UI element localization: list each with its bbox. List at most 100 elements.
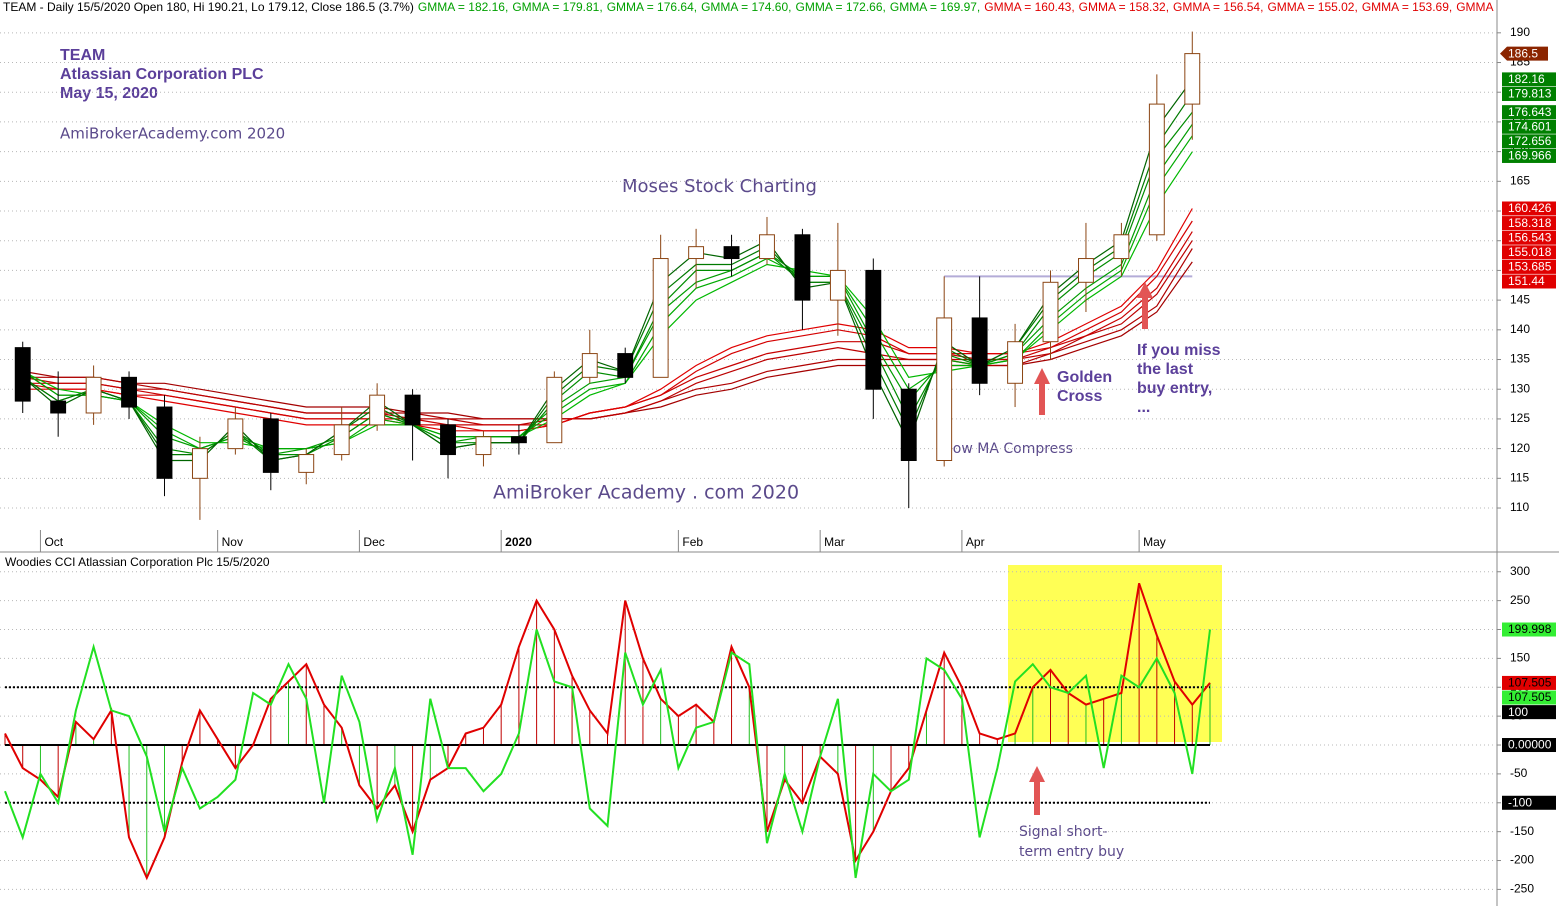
value-box-label: 182.16 — [1508, 72, 1545, 86]
candle-body — [1007, 341, 1024, 384]
candle-body — [688, 246, 705, 260]
cci-line — [4, 629, 1211, 879]
y-tick-label: 120 — [1510, 441, 1530, 455]
value-box-label: 153.685 — [1508, 260, 1552, 274]
header-item: GMMA = 176.64, — [607, 0, 697, 14]
candle-body — [900, 388, 917, 462]
candle-body — [546, 376, 563, 444]
cci-line — [4, 582, 1211, 881]
y-tick-label: 145 — [1510, 292, 1530, 306]
value-box — [1502, 675, 1556, 690]
value-box-label: 156.543 — [1508, 230, 1552, 244]
value-box-label: 199.998 — [1508, 622, 1552, 636]
header-item: GMMA = 155.02, — [1267, 0, 1357, 14]
value-box-label: 100 — [1508, 705, 1528, 719]
gmma-line — [22, 208, 1193, 432]
candle-body — [1078, 258, 1094, 283]
x-tick-label: Mar — [824, 535, 845, 549]
y-tick-label: -250 — [1510, 882, 1534, 896]
candle-body — [829, 269, 846, 301]
candle-body — [156, 406, 173, 479]
candle-body — [85, 376, 102, 414]
watermark: AmiBrokerAcademy.com 2020 — [60, 125, 285, 143]
header-item: GMMA = 156.54, — [1173, 0, 1263, 14]
candle-body — [865, 269, 882, 390]
annotation: the last — [1137, 361, 1194, 378]
panel-title: Woodies CCI Atlassian Corporation Plc 15… — [5, 555, 270, 569]
value-box — [1502, 705, 1556, 720]
annotation: Cross — [1057, 388, 1102, 405]
candle-body — [262, 418, 279, 473]
candle-body — [440, 424, 456, 456]
x-tick-label: Nov — [222, 535, 243, 549]
annotation: buy entry, — [1137, 380, 1212, 397]
header-item: TEAM - Daily 15/5/2020 Open 180, Hi 190.… — [3, 0, 414, 14]
candle-body — [759, 234, 775, 260]
header-item: GMMA = 179.81, — [512, 0, 602, 14]
value-box-label: 107.505 — [1508, 676, 1552, 690]
candle-body — [227, 418, 244, 450]
y-tick-label: -150 — [1510, 824, 1534, 838]
x-tick-label: Feb — [682, 535, 703, 549]
plot: 1101151201251301351401451501551601651701… — [0, 25, 1556, 896]
value-box — [1500, 46, 1548, 61]
value-box — [1502, 119, 1556, 134]
value-box — [1502, 738, 1556, 753]
value-box — [1502, 259, 1556, 274]
header-item: GMMA = 169.97, — [890, 0, 980, 14]
value-box — [1502, 216, 1556, 231]
arrow — [1034, 368, 1050, 415]
value-box — [1502, 230, 1556, 245]
value-box-label: 151.44 — [1508, 274, 1545, 288]
x-tick-label: Dec — [363, 535, 384, 549]
y-tick-label: 190 — [1510, 25, 1530, 39]
value-box-label: 172.656 — [1508, 134, 1552, 148]
value-box — [1502, 690, 1556, 705]
watermark: AmiBroker Academy . com 2020 — [493, 482, 799, 504]
arrow — [1029, 766, 1045, 815]
value-box-label: 158.318 — [1508, 216, 1552, 230]
annotation: term entry buy — [1019, 844, 1124, 860]
value-box-label: 160.426 — [1508, 201, 1552, 215]
candle-body — [475, 436, 492, 456]
candle-body — [50, 400, 67, 414]
value-box — [1502, 622, 1556, 637]
gmma-line — [22, 79, 1193, 462]
value-box-label: 169.966 — [1508, 149, 1552, 163]
candle-body — [723, 246, 740, 260]
x-tick-label: 2020 — [505, 535, 532, 549]
x-tick-label: Oct — [44, 535, 63, 549]
value-box — [1502, 201, 1556, 216]
y-tick-label: 300 — [1510, 564, 1530, 578]
value-box-label: 0.00000 — [1508, 738, 1552, 752]
candle-body — [794, 234, 811, 301]
candle-body — [936, 317, 953, 462]
candle-body — [652, 258, 669, 378]
candle-body — [191, 448, 208, 479]
y-tick-label: 140 — [1510, 322, 1530, 336]
value-box-label: -100 — [1508, 795, 1532, 809]
value-box-label: 176.643 — [1508, 105, 1552, 119]
arrow — [1137, 282, 1153, 329]
value-box — [1502, 134, 1556, 149]
annotation: If you miss — [1137, 342, 1221, 359]
y-tick-label: -50 — [1510, 766, 1528, 780]
y-tick-label: 250 — [1510, 593, 1530, 607]
y-tick-label: 165 — [1510, 173, 1530, 187]
candle-body — [1042, 281, 1059, 343]
header-item: GMMA = 182.16, — [418, 0, 508, 14]
value-box — [1502, 148, 1556, 163]
header-item: GMMA = 153.69, — [1362, 0, 1452, 14]
header-item: GMMA = 158.32, — [1079, 0, 1169, 14]
candle-body — [971, 317, 988, 384]
candle-body — [1113, 234, 1130, 260]
y-tick-label: 150 — [1510, 651, 1530, 665]
title-line: Atlassian Corporation PLC — [60, 66, 264, 83]
value-box — [1502, 274, 1556, 289]
x-tick-label: Apr — [966, 535, 985, 549]
annotation: Signal short- — [1019, 824, 1107, 840]
header-item: GMMA = 172.66, — [795, 0, 885, 14]
y-tick-label: 110 — [1510, 500, 1529, 514]
